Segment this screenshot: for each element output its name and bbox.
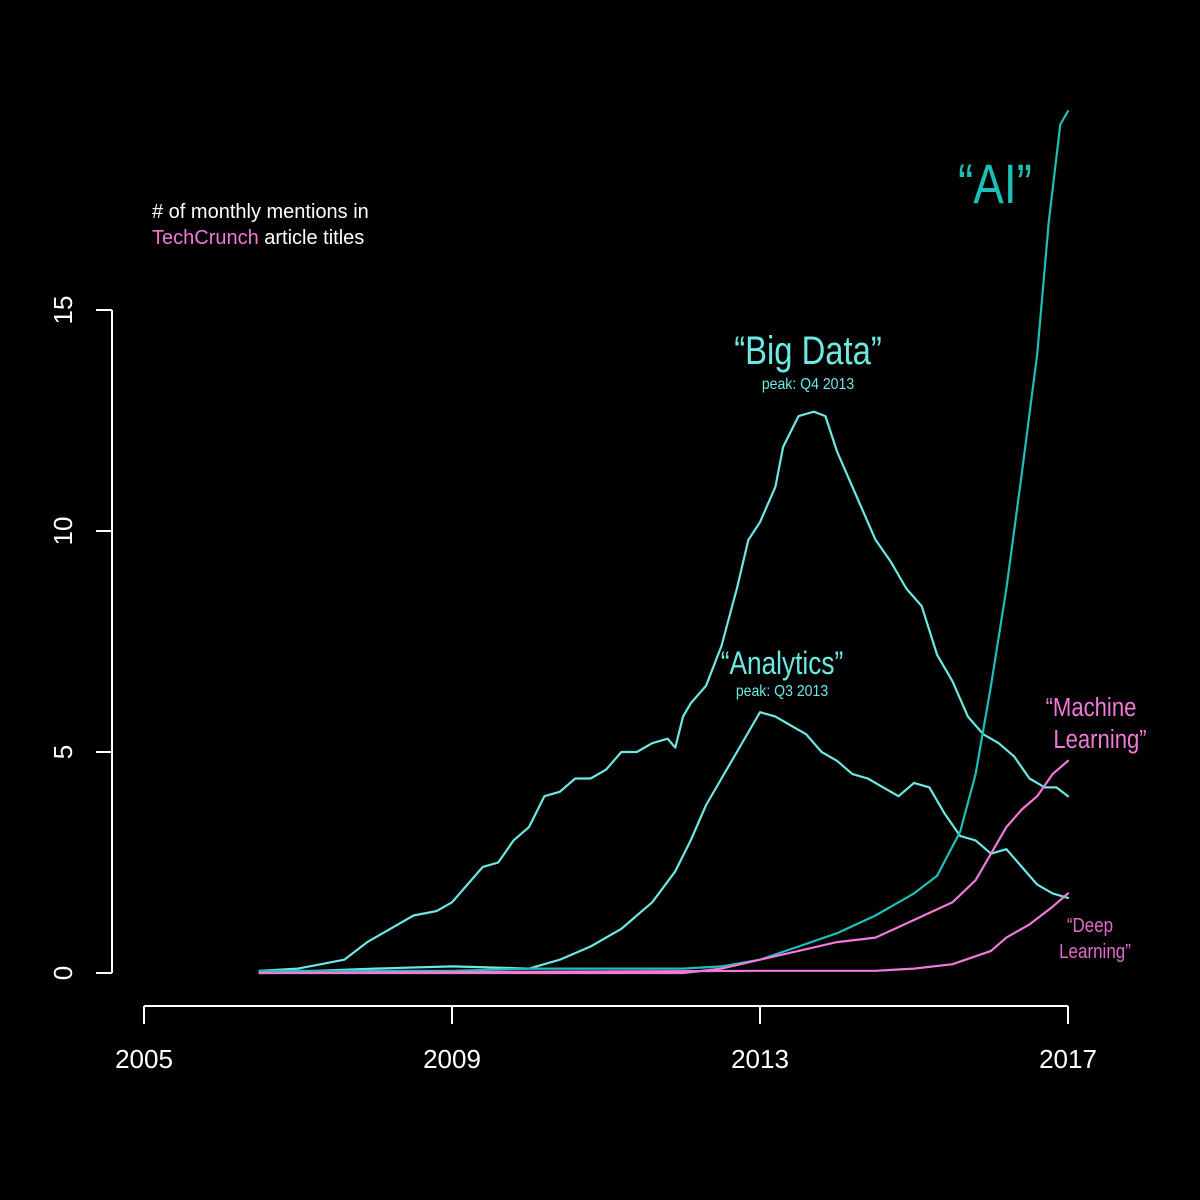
y-tick-label-10: 10 (48, 517, 78, 546)
series-lines (258, 110, 1070, 975)
x-tick-label-2005: 2005 (115, 1044, 173, 1074)
series-line-big-data (258, 410, 1070, 972)
subtitle-source-rest: article titles (259, 227, 365, 249)
label-machine-learning-line2: Learning” (1053, 725, 1146, 754)
note-big-data-peak: peak: Q4 2013 (762, 375, 854, 393)
x-tick-label-2017: 2017 (1039, 1044, 1097, 1074)
subtitle-line-2: TechCrunch article titles (152, 227, 364, 249)
note-analytics-peak: peak: Q3 2013 (736, 682, 828, 700)
subtitle-source-highlight: TechCrunch (152, 227, 259, 249)
axes: 0 5 10 15 2005 2009 2013 2017 (48, 296, 1097, 1074)
label-ai: “AI” (958, 153, 1032, 215)
subtitle-line-1: # of monthly mentions in (152, 201, 369, 223)
series-line-ai (258, 110, 1070, 972)
series-line-deep-learning (258, 892, 1070, 975)
series-line-machine-learning (258, 759, 1070, 975)
label-machine-learning-line1: “Machine (1046, 693, 1137, 722)
y-tick-label-5: 5 (48, 745, 78, 759)
chart-subtitle: # of monthly mentions in TechCrunch arti… (152, 201, 369, 249)
y-tick-label-15: 15 (48, 296, 78, 325)
x-tick-label-2013: 2013 (731, 1044, 789, 1074)
label-big-data: “Big Data” (734, 328, 882, 373)
label-analytics: “Analytics” (721, 647, 843, 682)
label-deep-learning-line2: Learning” (1059, 940, 1131, 963)
series-labels: “AI” “Big Data” peak: Q4 2013 “Analytics… (721, 153, 1147, 963)
label-deep-learning-line1: “Deep (1067, 914, 1113, 937)
x-tick-label-2009: 2009 (423, 1044, 481, 1074)
y-tick-label-0: 0 (48, 966, 78, 980)
series-line-analytics (258, 711, 1070, 975)
